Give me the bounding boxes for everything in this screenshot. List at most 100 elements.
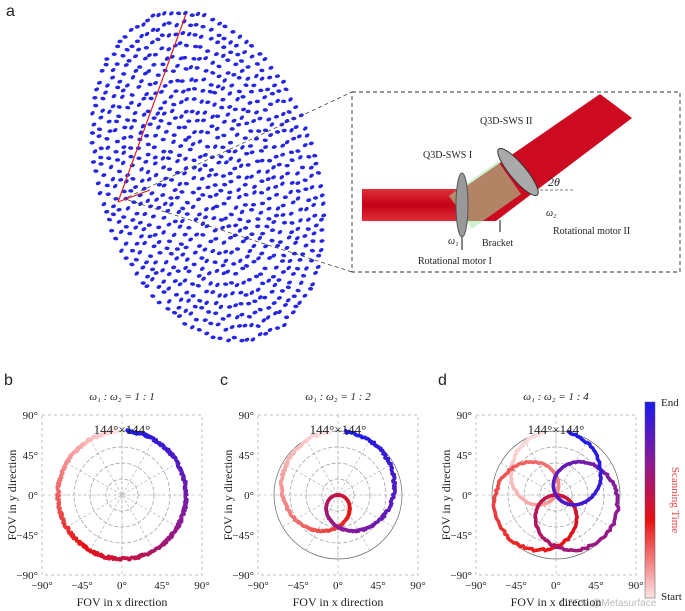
dot <box>269 238 275 243</box>
dot <box>160 268 165 273</box>
dot <box>200 118 207 123</box>
dot <box>262 57 268 62</box>
inset-label: Q3D-SWS II <box>480 116 533 127</box>
y-tick-label: −90° <box>450 570 472 582</box>
dot <box>273 213 280 218</box>
dot <box>210 114 215 120</box>
dot <box>143 134 150 138</box>
dot <box>291 251 298 256</box>
ray-line <box>117 189 151 203</box>
dot <box>161 183 167 188</box>
dot <box>218 218 225 222</box>
dot <box>249 290 255 295</box>
dot <box>299 165 306 170</box>
dot <box>217 21 223 26</box>
dot <box>193 317 199 322</box>
dot <box>146 53 152 58</box>
dot <box>153 271 159 275</box>
dot <box>281 99 287 104</box>
dot <box>200 233 206 237</box>
dot <box>116 169 123 174</box>
dot <box>188 311 194 316</box>
dot <box>197 298 203 303</box>
dot <box>139 234 144 239</box>
dot <box>126 59 132 63</box>
y-tick-label: −45° <box>232 530 254 542</box>
dot <box>279 175 285 180</box>
dot <box>309 173 314 178</box>
dot <box>161 111 167 116</box>
dot <box>143 45 149 50</box>
dot <box>196 56 202 61</box>
inset-label: ω₁ <box>448 236 459 247</box>
dot <box>280 213 286 217</box>
dot <box>220 53 226 58</box>
dot <box>178 144 184 148</box>
dot <box>289 180 295 185</box>
dot <box>221 133 227 138</box>
dot <box>128 189 134 193</box>
dot <box>183 265 188 271</box>
dot <box>142 56 148 61</box>
dot <box>204 300 209 305</box>
colorbar-end: End <box>661 397 679 409</box>
dot <box>287 258 293 263</box>
dot <box>220 225 226 230</box>
dot <box>156 284 162 289</box>
dot <box>104 57 110 61</box>
dot <box>267 102 274 107</box>
dot <box>262 295 268 300</box>
dot <box>150 214 156 219</box>
dot <box>153 260 158 265</box>
x-tick-label: 0° <box>117 580 127 592</box>
dot <box>247 248 253 254</box>
dot <box>195 11 201 17</box>
dot <box>215 84 221 89</box>
dot <box>228 50 234 55</box>
dot <box>138 130 143 135</box>
dot <box>107 129 113 133</box>
dot <box>244 254 250 259</box>
dot <box>296 134 302 139</box>
panel-label: a <box>6 3 15 20</box>
dot <box>160 62 166 67</box>
dot <box>245 76 251 81</box>
dot <box>141 96 147 101</box>
dot <box>259 190 265 195</box>
dot <box>121 215 127 219</box>
dot <box>255 324 261 328</box>
dot <box>142 240 147 246</box>
dot <box>173 292 180 297</box>
dot <box>134 25 140 29</box>
dot <box>160 193 166 197</box>
dot <box>117 39 123 44</box>
dot <box>273 184 279 189</box>
dot <box>237 34 243 39</box>
dot <box>141 227 147 232</box>
dot <box>208 239 214 244</box>
dot <box>262 128 269 133</box>
y-axis-label: FOV in y direction <box>5 450 19 541</box>
dot <box>119 248 124 253</box>
dot <box>312 196 319 200</box>
dot <box>121 189 127 194</box>
dot <box>264 224 270 229</box>
dot <box>262 138 268 143</box>
dot <box>159 33 165 38</box>
dot <box>142 211 148 216</box>
dot <box>242 136 248 140</box>
dot <box>318 184 324 189</box>
dot <box>228 179 234 184</box>
dot <box>274 326 281 330</box>
dot <box>191 86 198 91</box>
dot <box>309 248 315 253</box>
dot <box>227 105 233 109</box>
dot <box>186 135 192 140</box>
dot <box>159 46 165 51</box>
dot <box>265 177 271 182</box>
dot <box>136 156 142 161</box>
dot <box>198 129 204 134</box>
dot <box>192 33 198 37</box>
dot <box>171 265 177 270</box>
dot <box>124 47 130 52</box>
